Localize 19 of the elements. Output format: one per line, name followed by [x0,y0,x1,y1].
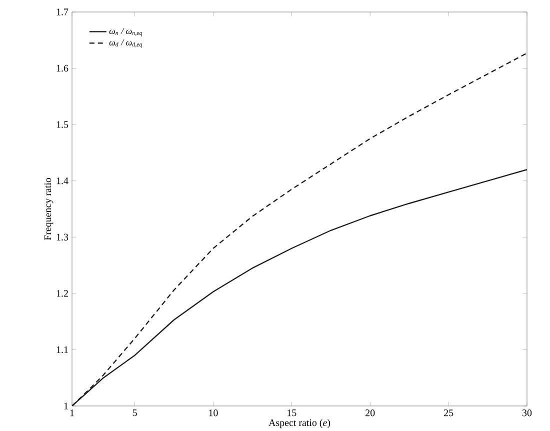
x-tick-label: 25 [444,409,454,416]
y-tick-label: 1.4 [56,177,68,184]
y-axis-title: Frequency ratio [44,178,54,240]
y-tick-label: 1.2 [56,290,68,297]
x-tick-label: 5 [132,409,137,416]
x-axis-title: Aspect ratio (e) [268,418,330,428]
x-tick-label: 30 [522,409,532,416]
legend-label: ω$_{n}$ / ω$_{n,eq}$ [109,28,142,36]
y-tick-label: 1.7 [56,8,68,16]
y-tick-label: 1 [64,402,68,410]
y-tick-label: 1.1 [56,346,68,353]
x-tick-label: 20 [366,409,375,416]
x-tick-label: 1 [70,409,74,416]
y-tick-label: 1.5 [56,120,68,128]
legend-label: ω$_{d}$ / ω$_{d,eq}$ [109,39,142,48]
x-tick-label: 10 [209,409,218,416]
x-tick-label: 15 [288,409,296,416]
y-tick-label: 1.3 [56,234,68,240]
y-tick-label: 1.6 [56,64,68,72]
